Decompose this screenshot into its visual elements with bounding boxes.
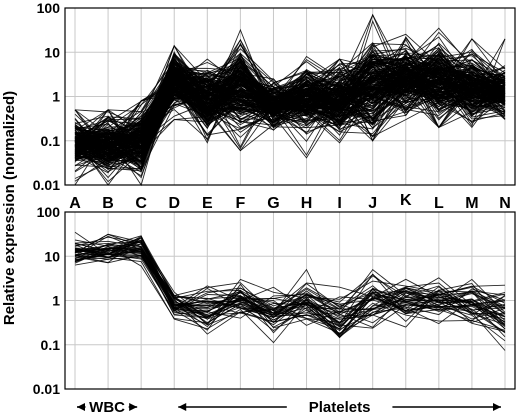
series-line bbox=[74, 69, 506, 150]
series-line bbox=[74, 243, 506, 325]
group-label: WBC bbox=[89, 399, 125, 416]
series-line bbox=[74, 237, 506, 334]
top-panel: 0.01 0.1 1 10 100 bbox=[33, 0, 516, 193]
group-arrowhead bbox=[493, 403, 501, 411]
x-tick-label: F bbox=[235, 195, 245, 212]
bottom-y-ticks: 0.01 0.1 1 10 100 bbox=[33, 204, 60, 397]
series-line bbox=[74, 72, 506, 155]
group-arrowhead bbox=[77, 403, 85, 411]
series-line bbox=[74, 252, 506, 342]
top-plot-frame bbox=[64, 7, 516, 186]
group-label: Platelets bbox=[309, 399, 371, 416]
y-tick-label: 1 bbox=[52, 293, 60, 309]
x-tick-label: C bbox=[135, 195, 147, 212]
series-line bbox=[74, 239, 506, 330]
y-tick-label: 100 bbox=[37, 0, 61, 16]
x-tick-label: G bbox=[267, 195, 279, 212]
series-line bbox=[74, 57, 506, 131]
series-line bbox=[74, 235, 506, 338]
series-line bbox=[74, 55, 506, 160]
y-axis-label: Relative expression (normalized) bbox=[1, 91, 18, 325]
top-y-ticks: 0.01 0.1 1 10 100 bbox=[33, 0, 60, 193]
series-line bbox=[74, 256, 506, 332]
x-tick-label: I bbox=[337, 195, 341, 212]
y-tick-label: 10 bbox=[44, 44, 60, 60]
series-line bbox=[74, 44, 506, 149]
x-tick-label: D bbox=[168, 195, 180, 212]
x-tick-label: E bbox=[202, 195, 213, 212]
y-tick-label: 100 bbox=[37, 204, 61, 220]
x-tick-label: A bbox=[69, 195, 81, 212]
y-tick-label: 10 bbox=[44, 248, 60, 264]
series-line bbox=[74, 42, 506, 156]
group-arrowhead bbox=[178, 403, 187, 411]
series-line bbox=[74, 235, 506, 315]
series-line bbox=[74, 49, 506, 153]
x-tick-label: J bbox=[368, 195, 377, 212]
series-line bbox=[74, 82, 506, 164]
x-tick-label: K bbox=[400, 192, 412, 209]
series-line bbox=[74, 53, 506, 132]
y-tick-label: 0.1 bbox=[41, 337, 61, 353]
x-tick-label: H bbox=[301, 195, 313, 212]
series-line bbox=[74, 47, 506, 152]
series-line bbox=[74, 27, 506, 131]
bottom-panel: 0.01 0.1 1 10 100 bbox=[33, 204, 516, 397]
group-arrowhead bbox=[129, 403, 138, 411]
series-line bbox=[74, 248, 506, 332]
y-tick-label: 0.01 bbox=[33, 381, 60, 397]
series-line bbox=[74, 51, 506, 168]
group-annotations: WBC Platelets bbox=[77, 399, 501, 416]
x-tick-label: B bbox=[102, 195, 114, 212]
series-line bbox=[74, 66, 506, 170]
y-tick-label: 0.01 bbox=[33, 177, 60, 193]
series-line bbox=[74, 248, 506, 332]
top-series bbox=[74, 13, 506, 187]
y-tick-label: 0.1 bbox=[41, 133, 61, 149]
bottom-series bbox=[74, 231, 506, 351]
series-line bbox=[74, 67, 506, 156]
x-tick-label: N bbox=[499, 195, 511, 212]
series-line bbox=[74, 73, 506, 157]
y-tick-label: 1 bbox=[52, 89, 60, 105]
bottom-plot-frame bbox=[64, 211, 516, 390]
series-line bbox=[74, 65, 506, 150]
x-tick-label: M bbox=[465, 195, 478, 212]
x-tick-label: L bbox=[434, 195, 444, 212]
x-tick-labels: A B C D E F G H I J K L M N bbox=[69, 192, 511, 212]
